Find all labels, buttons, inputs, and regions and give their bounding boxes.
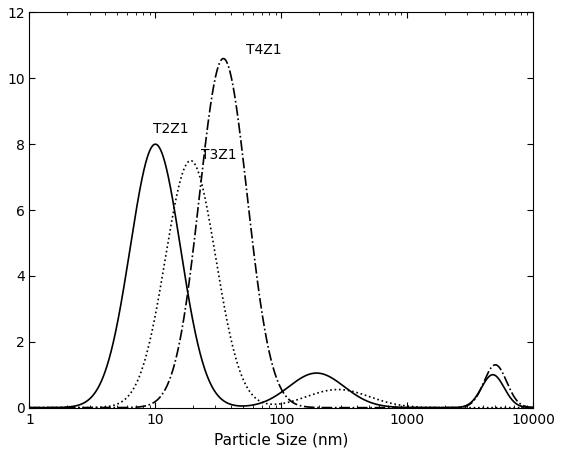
X-axis label: Particle Size (nm): Particle Size (nm) (214, 432, 348, 447)
Text: T2Z1: T2Z1 (153, 122, 188, 136)
Text: T4Z1: T4Z1 (246, 43, 282, 57)
Text: T3Z1: T3Z1 (201, 148, 236, 162)
